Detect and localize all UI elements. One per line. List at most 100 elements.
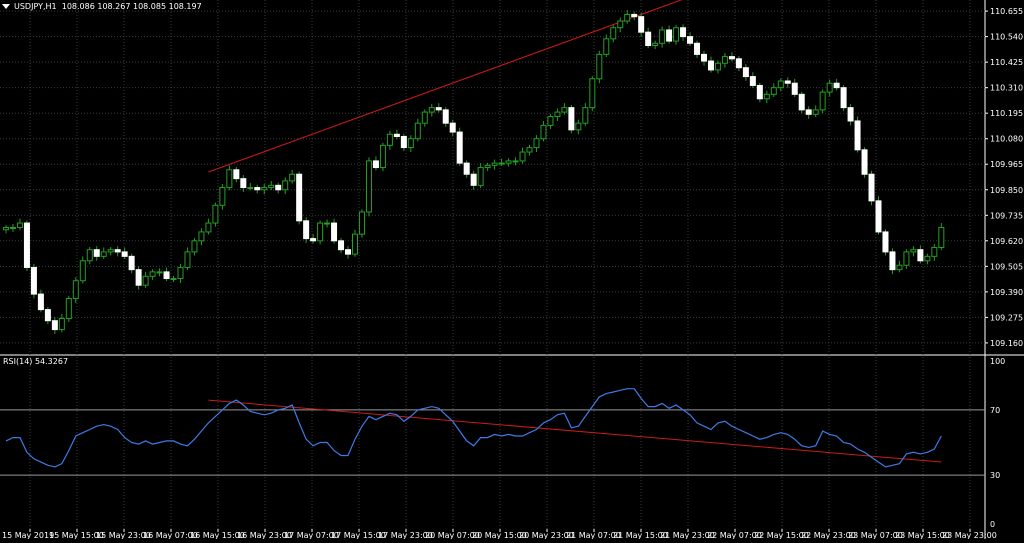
- candle-body: [784, 80, 791, 84]
- candle-body: [51, 320, 58, 331]
- candle-body: [149, 271, 156, 277]
- candle-body: [938, 226, 945, 248]
- candle-body: [296, 173, 303, 222]
- time-tick-label: 23 May 23:00: [942, 531, 997, 539]
- rsi-line: [5, 388, 942, 468]
- candle-body: [191, 240, 198, 253]
- candle-body: [205, 222, 212, 233]
- candle-body: [568, 107, 575, 131]
- candle-body: [470, 173, 477, 186]
- time-tick-label: 15 May 2019: [2, 531, 54, 539]
- candle-body: [226, 169, 233, 189]
- candle-body: [3, 226, 9, 231]
- candle-body: [798, 93, 805, 111]
- candle-body: [924, 255, 931, 262]
- time-tick-label: 16 May 07:00: [143, 531, 198, 539]
- candle-body: [603, 38, 610, 55]
- price-tick-label: 109.620: [990, 237, 1023, 246]
- candle-body: [582, 107, 589, 124]
- price-tick-label: 109.160: [990, 339, 1023, 348]
- candle-body: [421, 111, 428, 124]
- time-tick-label: 20 May 23:00: [519, 531, 574, 539]
- candle-body: [184, 251, 191, 268]
- time-tick-label: 17 May 23:00: [378, 531, 433, 539]
- candle-body: [142, 275, 149, 286]
- candle-body: [854, 120, 861, 151]
- candle-body: [86, 249, 93, 262]
- candle-body: [338, 240, 345, 251]
- price-tick-label: 110.195: [990, 109, 1023, 118]
- dropdown-triangle-icon[interactable]: [2, 3, 10, 9]
- candle-body: [575, 122, 582, 131]
- price-tick-label: 109.390: [990, 288, 1023, 297]
- candle-body: [833, 82, 840, 89]
- time-tick-label: 21 May 23:00: [660, 531, 715, 539]
- candle-body: [687, 36, 694, 44]
- candle-body: [617, 20, 624, 29]
- candle-body: [414, 122, 421, 140]
- candle-body: [728, 56, 735, 60]
- candle-body: [379, 144, 386, 169]
- candle-body: [261, 187, 268, 191]
- candle-body: [714, 62, 721, 71]
- price-tick-label: 110.425: [990, 58, 1023, 67]
- candle-body: [659, 29, 666, 44]
- candle-body: [861, 149, 868, 175]
- candle-body: [554, 111, 561, 118]
- time-tick-label: 22 May 23:00: [801, 531, 856, 539]
- candle-body: [805, 109, 812, 115]
- candle-body: [707, 60, 714, 71]
- candle-body: [931, 246, 938, 257]
- candle-body: [386, 133, 393, 146]
- candle-body: [519, 151, 526, 162]
- candle-body: [9, 226, 16, 229]
- time-tick-label: 20 May 07:00: [425, 531, 480, 539]
- candle-body: [540, 124, 547, 140]
- candle-body: [875, 200, 882, 233]
- candle-body: [93, 249, 100, 257]
- candle-body: [393, 133, 400, 137]
- candle-body: [219, 187, 226, 206]
- candle-body: [282, 180, 289, 191]
- candle-body: [742, 67, 749, 78]
- chart-symbol: USDJPY,H1: [14, 1, 57, 11]
- candle-body: [631, 13, 638, 18]
- candle-body: [526, 147, 533, 153]
- candle-body: [491, 162, 498, 166]
- candle-body: [666, 29, 673, 42]
- candle-body: [289, 173, 296, 182]
- candle-body: [735, 58, 742, 69]
- candle-body: [345, 249, 352, 255]
- candle-body: [882, 231, 889, 253]
- candle-body: [65, 298, 72, 319]
- time-tick-label: 16 May 15:00: [190, 531, 245, 539]
- rsi-level-label: 0: [990, 520, 995, 529]
- candle-body: [561, 107, 568, 113]
- candle-body: [819, 91, 826, 111]
- candle-body: [694, 42, 701, 55]
- candle-body: [254, 187, 261, 191]
- candle-body: [910, 249, 917, 253]
- time-tick-label: 23 May 15:00: [895, 531, 950, 539]
- candle-body: [365, 160, 372, 213]
- time-tick-label: 15 May 23:00: [96, 531, 151, 539]
- candle-body: [589, 78, 596, 109]
- candle-body: [372, 160, 379, 169]
- candle-body: [247, 187, 254, 190]
- time-tick-label: 21 May 15:00: [613, 531, 668, 539]
- candle-body: [442, 109, 449, 124]
- price-tick-label: 110.540: [990, 33, 1023, 42]
- candle-body: [645, 31, 652, 46]
- candle-body: [763, 93, 770, 100]
- candle-body: [624, 13, 631, 22]
- candle-body: [770, 87, 777, 95]
- candle-body: [917, 249, 924, 262]
- time-tick-label: 17 May 07:00: [284, 531, 339, 539]
- candle-body: [889, 251, 896, 271]
- candle-body: [652, 42, 659, 46]
- rsi-level-label: 30: [990, 471, 1000, 480]
- candle-body: [756, 84, 763, 100]
- candle-body: [463, 162, 470, 175]
